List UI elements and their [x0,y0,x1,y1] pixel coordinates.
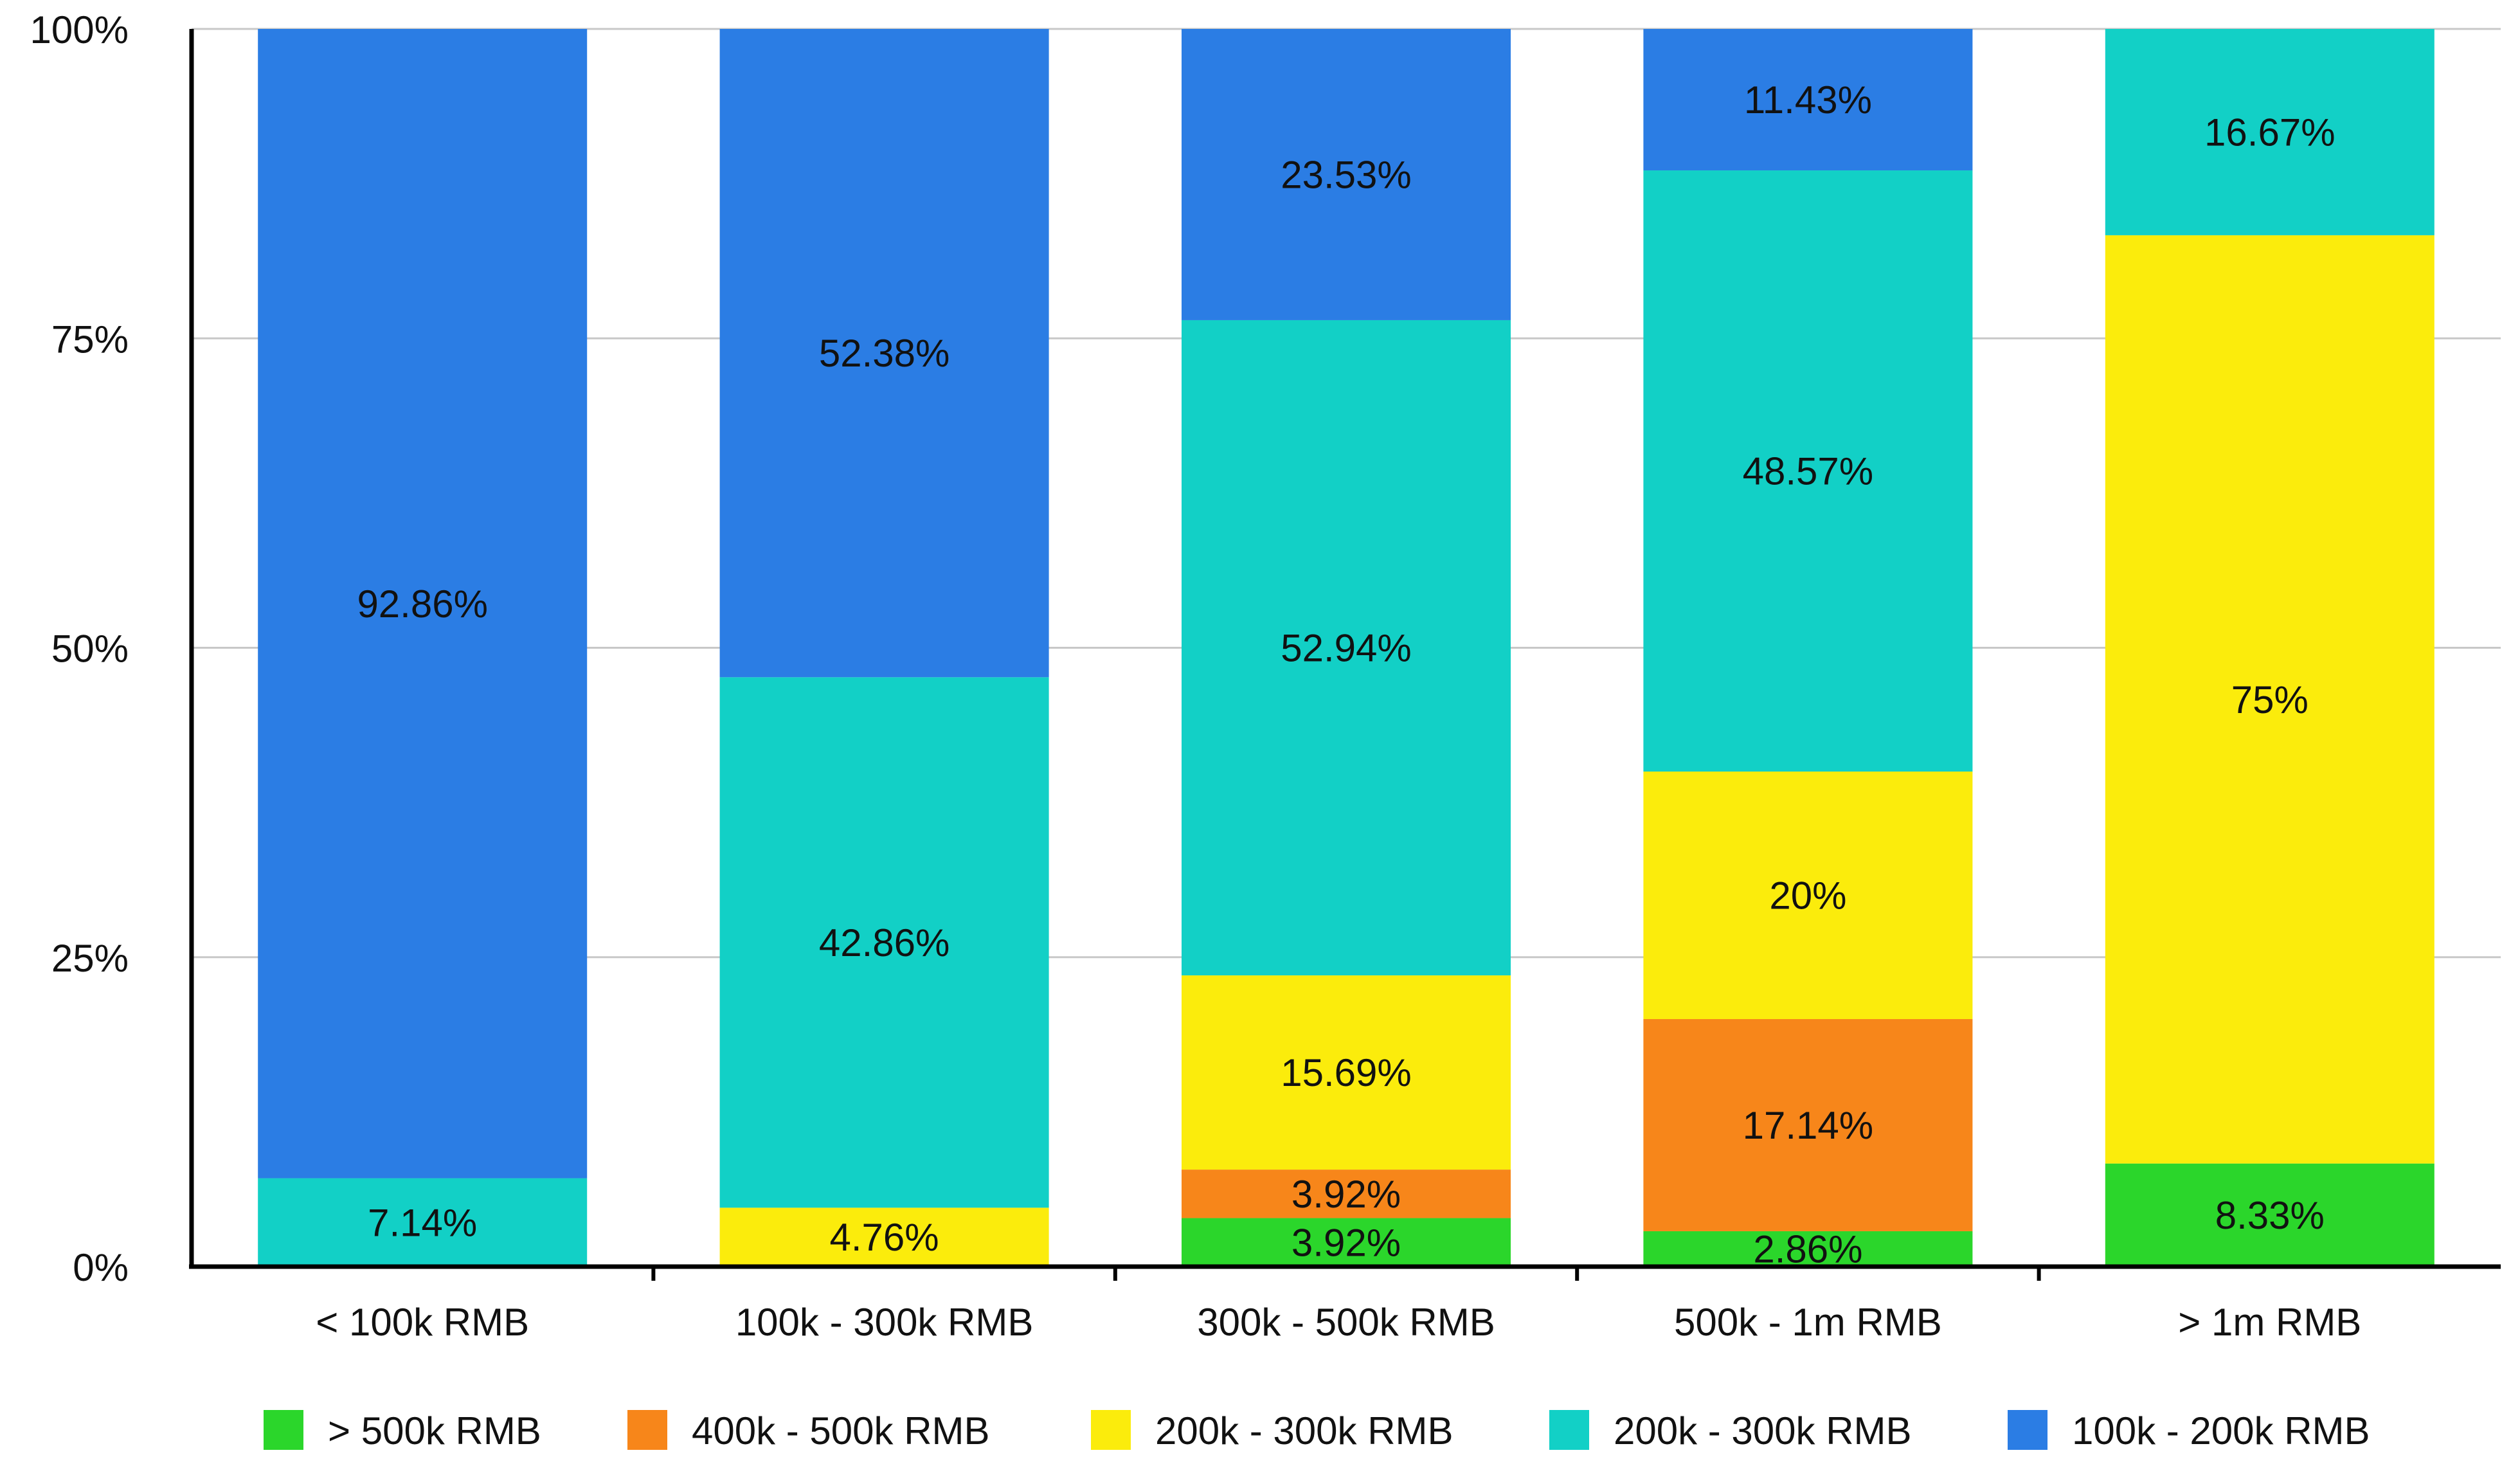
bar-segment [1643,1019,1973,1231]
legend-swatch [2008,1410,2048,1450]
legend-entry: > 500k RMB [264,1409,541,1452]
bar-segment [1643,170,1973,772]
x-tick-labels: < 100k RMB 100k - 300k RMB 300k - 500k RMB… [316,1301,2361,1344]
bar-segment [258,29,588,1179]
legend-label: 400k - 500k RMB [692,1409,990,1452]
data-label: 23.53% [1281,153,1412,196]
legend-swatch [1091,1410,1131,1450]
bar-segment [719,677,1049,1208]
y-tick-label: 75% [51,318,129,361]
data-label: 16.67% [2204,111,2336,154]
data-label: 92.86% [357,583,488,626]
bar-segment [2105,235,2434,1164]
bar-segment [1182,975,1511,1170]
data-label: 75% [2231,678,2308,721]
data-label: 3.92% [1292,1173,1401,1216]
bar-segment [2105,29,2434,235]
bar-segment [1182,320,1511,976]
legend-entry: 200k - 300k RMB [1091,1409,1454,1452]
bar-segment [1182,1218,1511,1267]
bar-segment [1182,29,1511,320]
axes [189,29,2501,1281]
legend-entry: 400k - 500k RMB [627,1409,990,1452]
bar-segment [1182,1170,1511,1218]
legend-label: > 500k RMB [328,1409,541,1452]
bar-segment [1643,29,1973,171]
x-tick-label: 300k - 500k RMB [1197,1301,1495,1344]
legend-swatch [627,1410,667,1450]
y-tick-label: 100% [30,8,129,51]
data-label: 3.92% [1292,1221,1401,1264]
legend-label: 100k - 200k RMB [2072,1409,2370,1452]
data-label: 8.33% [2215,1194,2325,1237]
bar-segment [719,29,1049,678]
x-tick-label: 100k - 300k RMB [735,1301,1034,1344]
data-label: 42.86% [819,921,950,964]
bar-segment [2105,1163,2434,1267]
legend-entry: 100k - 200k RMB [2008,1409,2370,1452]
legend-label: 200k - 300k RMB [1614,1409,1912,1452]
data-label: 20% [1769,874,1846,917]
data-label: 7.14% [368,1201,477,1244]
legend: > 500k RMB 400k - 500k RMB 200k - 300k RMB… [264,1409,2370,1452]
y-tick-label: 0% [73,1246,129,1289]
x-tick-label: 500k - 1m RMB [1674,1301,1942,1344]
y-tick-label: 25% [51,937,129,980]
y-tick-label: 50% [51,628,129,671]
bars [258,29,2434,1267]
legend-swatch [264,1410,303,1450]
bar-segment [1643,1231,1973,1267]
data-label: 48.57% [1743,450,1874,493]
data-label: 52.94% [1281,627,1412,670]
x-tick-label: > 1m RMB [2178,1301,2361,1344]
legend-label: 200k - 300k RMB [1155,1409,1454,1452]
legend-entry: 200k - 300k RMB [1549,1409,1912,1452]
data-label: 2.86% [1753,1227,1862,1270]
legend-swatch [1549,1410,1589,1450]
data-labels: 7.14% 92.86% 4.76% 42.86% 52.38% 3.92% 3.92% 15… [357,78,2335,1270]
data-label: 17.14% [1743,1104,1874,1147]
y-tick-labels: 0% 25% 50% 75% 100% [30,8,129,1289]
data-label: 15.69% [1281,1051,1412,1094]
data-label: 4.76% [830,1216,939,1259]
bar-segment [719,1207,1049,1267]
data-label: 52.38% [819,332,950,375]
data-label: 11.43% [1744,78,1872,122]
bar-segment [1643,772,1973,1019]
x-tick-label: < 100k RMB [316,1301,529,1344]
bar-segment [258,1178,588,1267]
